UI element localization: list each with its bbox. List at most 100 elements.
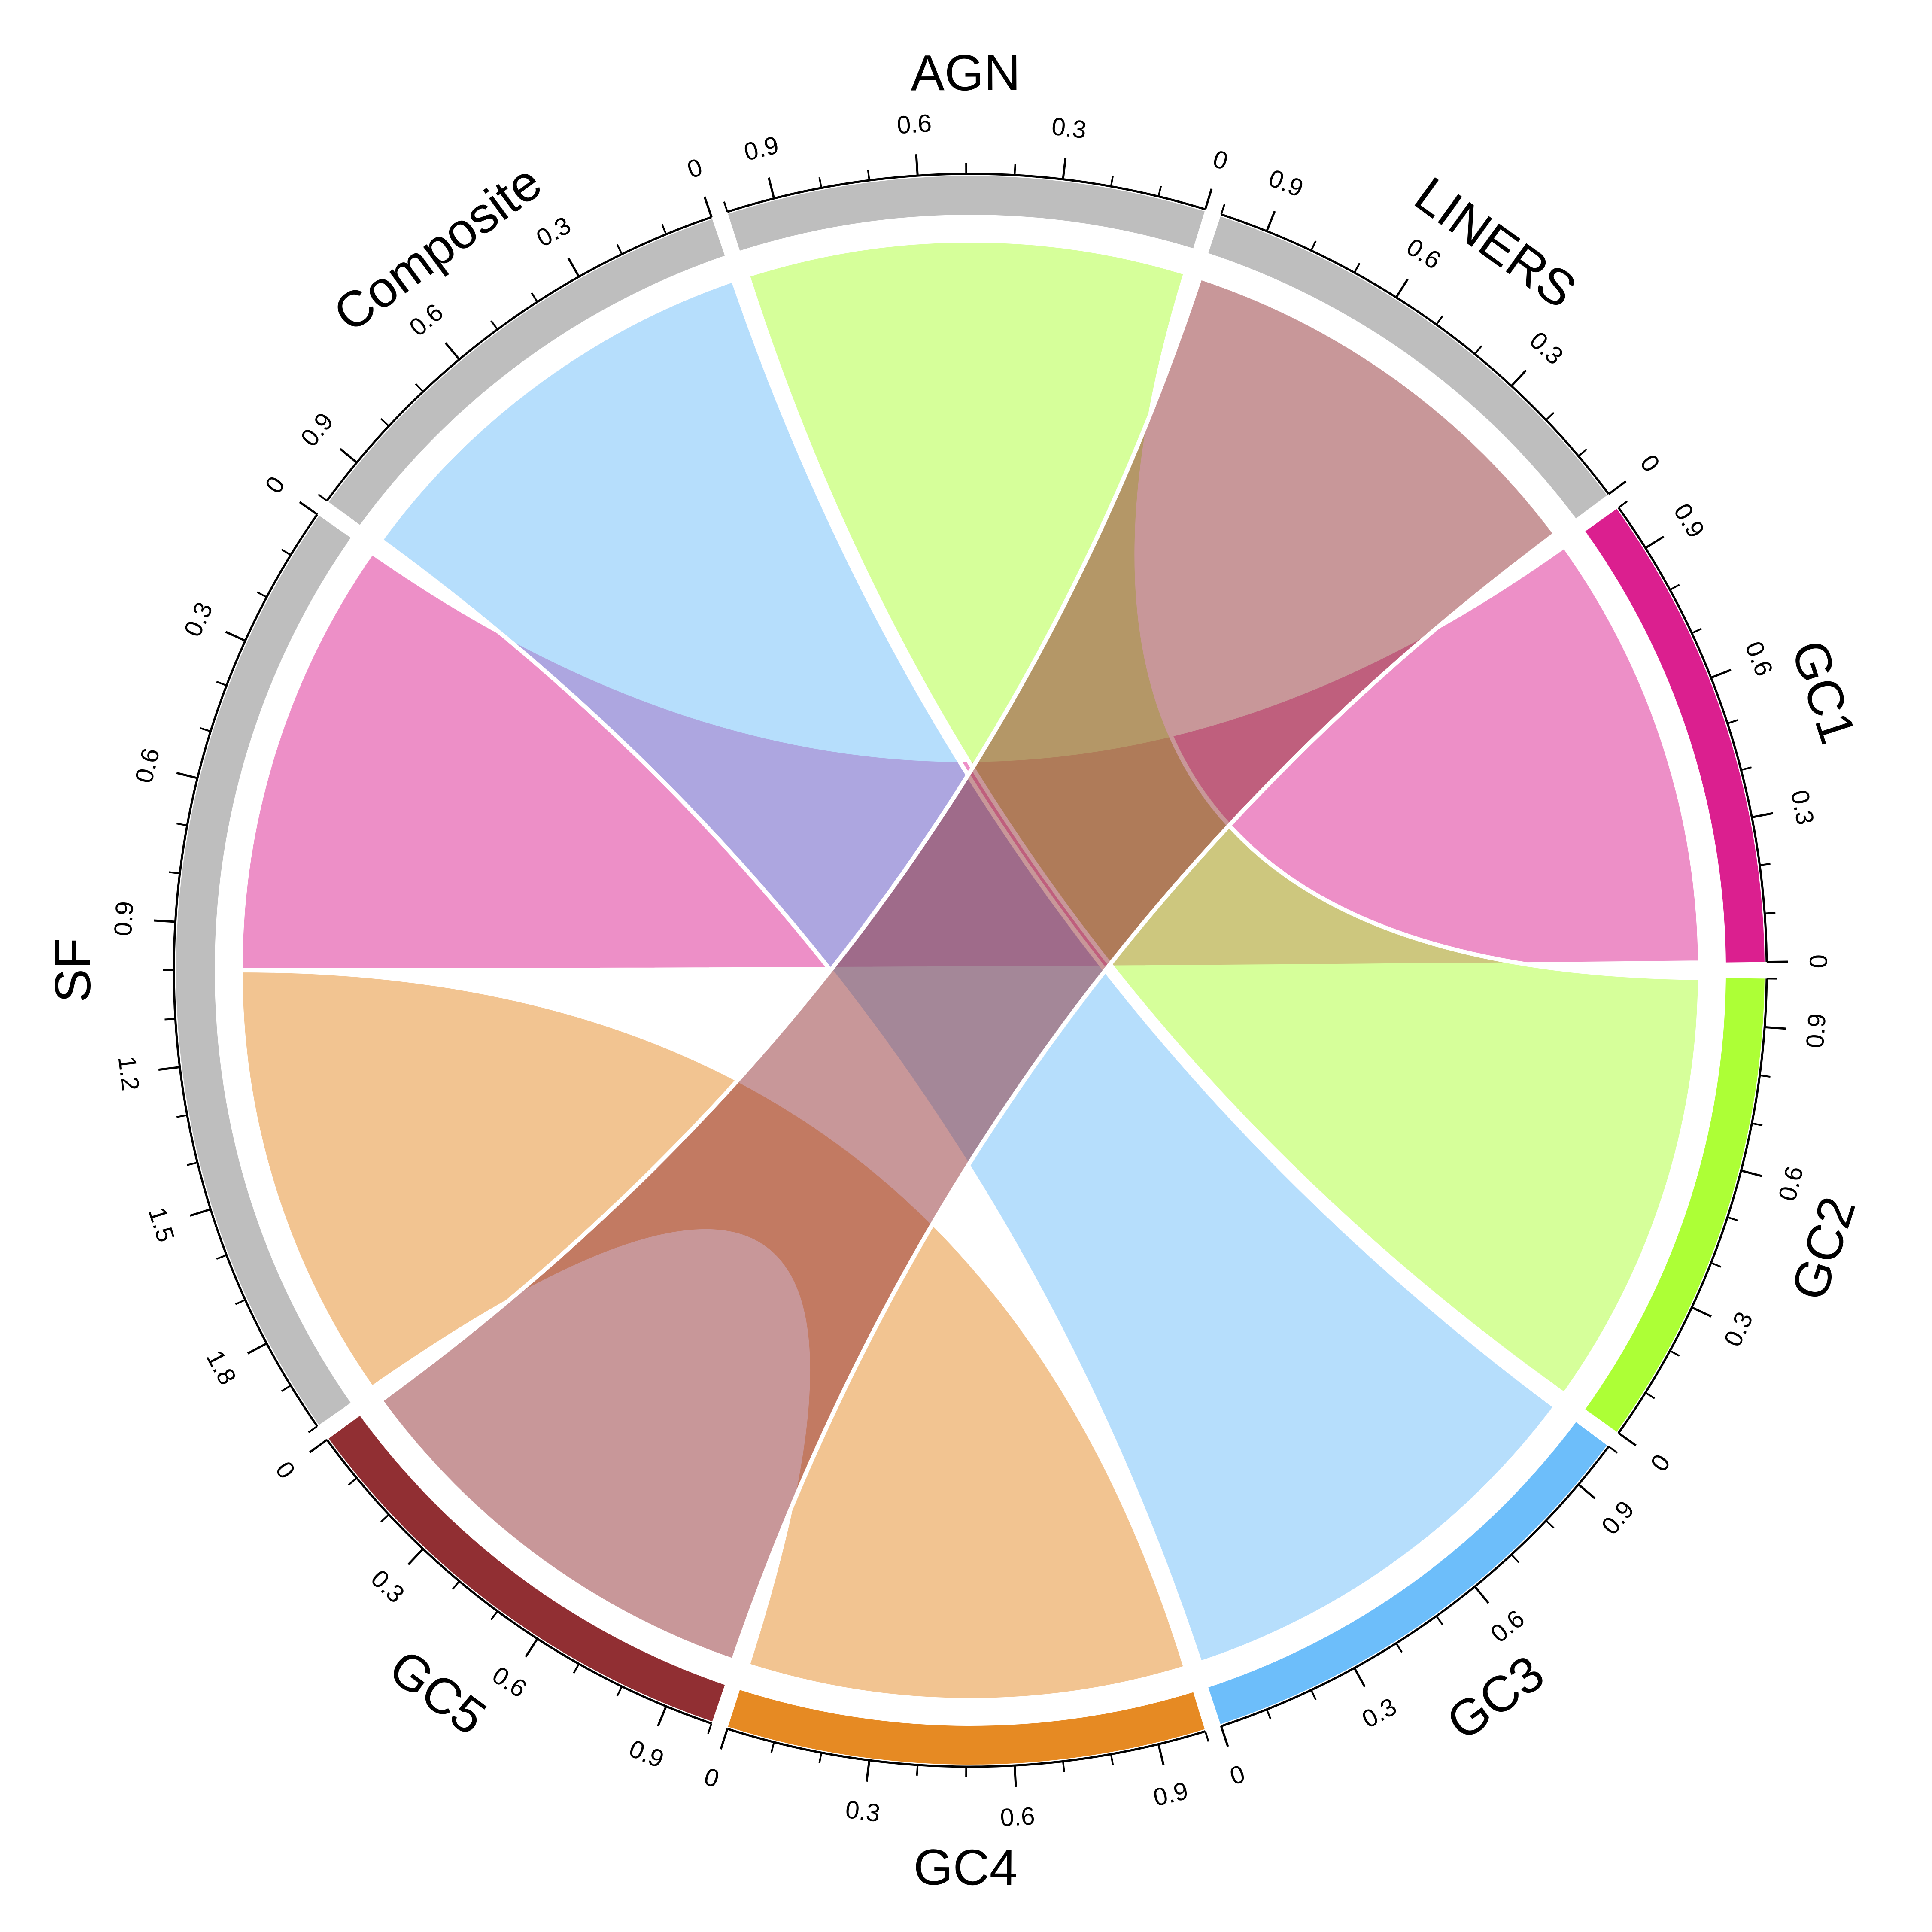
tick-label: 1.5	[143, 1204, 180, 1245]
axis-gc3	[1221, 1446, 1610, 1727]
minor-tick	[1765, 911, 1776, 914]
major-tick	[299, 501, 318, 516]
tick-label: 0	[1634, 450, 1665, 477]
major-tick	[915, 154, 919, 176]
axis-gc4	[727, 1728, 1206, 1768]
major-tick	[1474, 1586, 1489, 1604]
minor-tick	[1545, 1520, 1555, 1529]
minor-tick	[1353, 263, 1361, 273]
major-tick	[190, 1208, 211, 1217]
tick-label: 0	[683, 153, 706, 184]
minor-tick	[281, 1385, 292, 1392]
tick-label: 0	[701, 1762, 723, 1793]
minor-tick	[818, 1752, 823, 1764]
minor-tick	[616, 1686, 623, 1697]
major-tick	[703, 196, 713, 218]
tick-label: 0.6	[130, 745, 165, 786]
major-tick	[1741, 1170, 1762, 1177]
tick-label: 0.3	[365, 1564, 410, 1609]
sector-sf	[176, 516, 351, 1425]
minor-tick	[1395, 1643, 1403, 1653]
sector-gc4	[728, 1690, 1205, 1765]
tick-label: 0.6	[999, 1802, 1036, 1832]
minor-tick	[187, 1161, 198, 1166]
tick-label: 0	[1210, 145, 1231, 176]
minor-tick	[1669, 1350, 1680, 1357]
minor-tick	[916, 1765, 919, 1776]
tick-label: 0.6	[487, 1661, 532, 1703]
minor-tick	[1645, 1392, 1655, 1399]
minor-tick	[1110, 176, 1114, 187]
tick-label: 0.6	[1740, 638, 1778, 680]
minor-tick	[1435, 1615, 1443, 1625]
sector-gc1	[1585, 509, 1765, 963]
minor-tick	[1510, 1554, 1519, 1563]
major-tick	[158, 1066, 180, 1071]
major-tick	[225, 631, 246, 642]
minor-tick	[169, 871, 180, 875]
tick-label: 0.6	[1773, 1163, 1809, 1204]
major-tick	[1062, 158, 1067, 179]
sectors-layer	[176, 176, 1765, 1765]
links-layer	[238, 238, 1702, 1702]
tick-label: 0.6	[404, 298, 449, 342]
minor-tick	[1578, 448, 1587, 457]
major-tick	[309, 1439, 328, 1453]
tick-label: 0.3	[1719, 1308, 1759, 1351]
minor-tick	[216, 680, 227, 687]
major-tick	[1691, 1306, 1712, 1318]
minor-tick	[1759, 863, 1771, 866]
sector-gc3	[1208, 1422, 1607, 1724]
minor-tick	[1752, 1122, 1763, 1127]
sector-gc5	[328, 1416, 725, 1722]
minor-tick	[1608, 1446, 1618, 1454]
link-gc5-liners	[377, 275, 1558, 1664]
minor-tick	[490, 1610, 498, 1620]
sector-label-gc1: GC1	[1780, 634, 1867, 750]
sector-label-gc4: GC4	[913, 1839, 1018, 1896]
sector-gc2	[1585, 978, 1765, 1432]
tick-label: 0.6	[1402, 233, 1446, 275]
minor-tick	[490, 320, 498, 330]
minor-tick	[573, 1663, 580, 1674]
sector-liners	[1208, 216, 1607, 519]
tick-label: 0.9	[109, 900, 139, 936]
major-tick	[247, 1342, 267, 1355]
tick-label: 0	[1804, 954, 1832, 969]
tick-label: 0.3	[1786, 788, 1820, 827]
tick-label: 0.9	[295, 407, 339, 452]
tick-label: 1.8	[201, 1346, 242, 1389]
major-tick	[1710, 668, 1732, 679]
minor-tick	[1062, 1761, 1065, 1772]
minor-tick	[1310, 240, 1317, 251]
minor-tick	[661, 224, 667, 235]
tick-label: 0.6	[896, 109, 933, 139]
major-tick	[407, 1548, 424, 1565]
major-tick	[1577, 1483, 1596, 1499]
minor-tick	[616, 244, 623, 255]
tick-label: 0.3	[844, 1795, 881, 1828]
tick-label: 0.9	[1265, 164, 1307, 203]
major-tick	[1618, 1432, 1637, 1446]
minor-tick	[380, 418, 390, 427]
tick-label: 1.2	[112, 1054, 144, 1092]
major-tick	[1220, 1725, 1229, 1747]
minor-tick	[1204, 1731, 1209, 1742]
minor-tick	[1310, 1689, 1317, 1700]
major-tick	[1608, 480, 1627, 495]
major-tick	[1510, 369, 1527, 387]
major-tick	[1013, 1765, 1017, 1787]
minor-tick	[770, 1742, 775, 1753]
major-tick	[339, 448, 358, 464]
major-tick	[865, 1760, 871, 1782]
minor-tick	[1220, 204, 1226, 215]
minor-tick	[1474, 345, 1482, 355]
minor-tick	[415, 383, 424, 392]
minor-tick	[1435, 315, 1443, 325]
minor-tick	[176, 823, 188, 826]
minor-tick	[200, 727, 211, 732]
minor-tick	[1266, 1709, 1272, 1720]
sector-label-gc2: GC2	[1780, 1190, 1867, 1307]
minor-tick	[1759, 1074, 1771, 1078]
